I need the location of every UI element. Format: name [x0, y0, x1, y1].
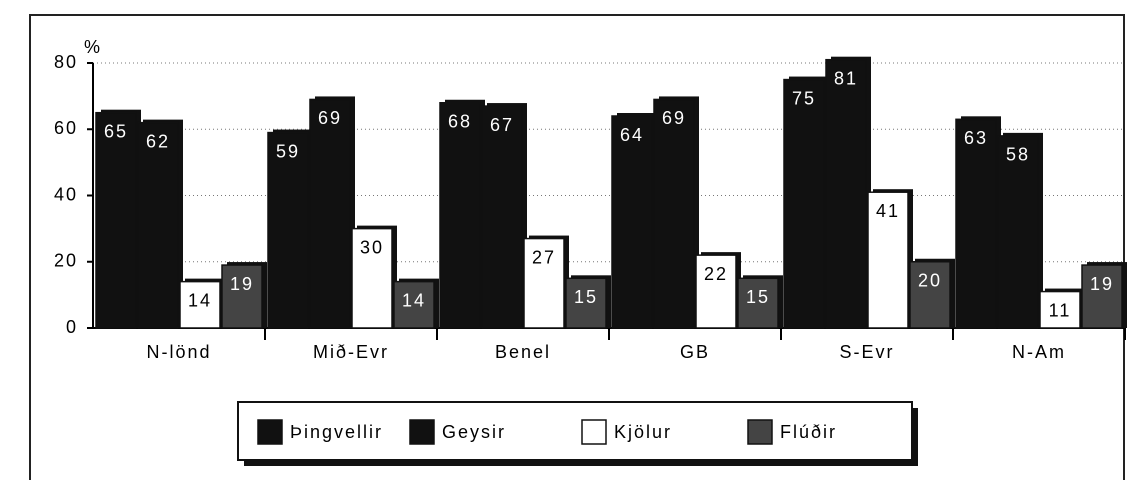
legend-swatch [747, 419, 773, 445]
value-label: 14 [402, 290, 426, 310]
bar [179, 280, 221, 329]
value-label: 67 [490, 115, 514, 135]
bar [309, 98, 351, 329]
bar [523, 237, 565, 329]
value-label: 20 [918, 271, 942, 291]
bar [565, 277, 607, 329]
bar [611, 115, 653, 329]
x-tick-label: Mið-Evr [313, 342, 389, 362]
x-tick-label: GB [680, 342, 710, 362]
value-label: 63 [964, 128, 988, 148]
legend [237, 401, 913, 461]
value-label: 22 [704, 264, 728, 284]
value-label: 15 [746, 287, 770, 307]
bar [909, 261, 951, 329]
value-label: 19 [1090, 274, 1114, 294]
x-tick-label: S-Evr [840, 342, 895, 362]
bar [137, 121, 179, 329]
y-axis-label: % [84, 37, 102, 57]
legend-label: Geysir [442, 422, 506, 442]
value-label: 30 [360, 237, 384, 257]
y-tick-label: 60 [54, 118, 78, 138]
bar [267, 131, 309, 329]
value-label: 19 [230, 274, 254, 294]
y-tick-label: 80 [54, 52, 78, 72]
bar [737, 277, 779, 329]
bar [1039, 290, 1081, 329]
bar [653, 98, 695, 329]
bar [221, 264, 263, 329]
value-label: 15 [574, 287, 598, 307]
bar [955, 118, 997, 329]
legend-label: Flúðir [780, 422, 837, 442]
x-tick-label: N-lönd [146, 342, 211, 362]
bar [997, 135, 1039, 329]
value-label: 27 [532, 247, 556, 267]
bar [695, 254, 737, 329]
value-label: 69 [318, 108, 342, 128]
bar [867, 191, 909, 329]
value-label: 59 [276, 141, 300, 161]
value-label: 58 [1006, 145, 1030, 165]
x-tick-label: Benel [495, 342, 551, 362]
y-tick-label: 0 [66, 317, 78, 337]
bar [825, 58, 867, 329]
chart-frame [29, 14, 1125, 480]
y-tick-label: 40 [54, 184, 78, 204]
y-tick-label: 20 [54, 251, 78, 271]
bar [439, 102, 481, 329]
value-label: 41 [876, 201, 900, 221]
value-label: 14 [188, 290, 212, 310]
legend-label: Þingvellir [290, 422, 383, 442]
bar [393, 280, 435, 329]
value-label: 68 [448, 112, 472, 132]
x-tick-label: N-Am [1012, 342, 1066, 362]
legend-label: Kjölur [614, 422, 672, 442]
bar [351, 227, 393, 329]
bar [1081, 264, 1123, 329]
value-label: 64 [620, 125, 644, 145]
legend-swatch [409, 419, 435, 445]
value-label: 75 [792, 88, 816, 108]
legend-swatch [257, 419, 283, 445]
value-label: 69 [662, 108, 686, 128]
bar [783, 78, 825, 329]
bar [95, 111, 137, 329]
value-label: 62 [146, 131, 170, 151]
value-label: 81 [834, 68, 858, 88]
value-label: 11 [1049, 300, 1072, 320]
legend-swatch [581, 419, 607, 445]
value-label: 65 [104, 121, 128, 141]
bar [481, 105, 523, 329]
